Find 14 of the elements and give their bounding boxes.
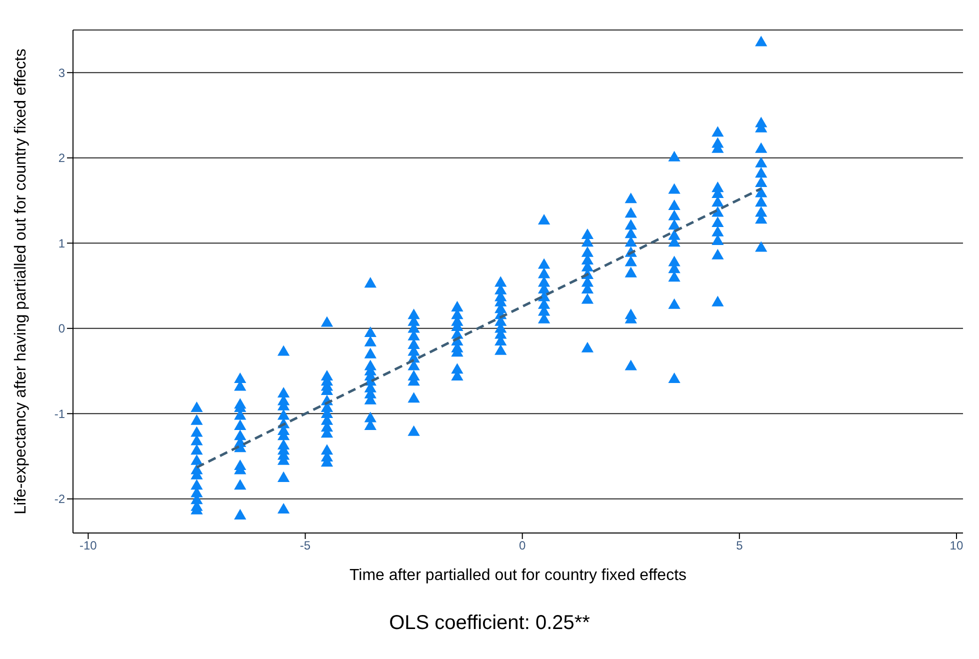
- y-axis-title: Life-expectancy after having partialled out for country fixed effects: [12, 48, 30, 514]
- x-tick-label: 5: [736, 538, 744, 553]
- y-tick-label: -2: [54, 492, 66, 506]
- x-tick-label: 10: [950, 538, 964, 553]
- x-tick-label: -10: [80, 538, 98, 553]
- y-tick-label: 0: [58, 322, 66, 336]
- y-tick-label: 2: [58, 151, 66, 166]
- x-tick-label: 0: [519, 538, 526, 553]
- y-tick-label: 3: [58, 66, 66, 80]
- y-tick-label: 1: [58, 236, 66, 250]
- text: OLS coefficient: 0.25**: [388, 612, 591, 635]
- x-axis-title: Time after partialled out for country fixed effects: [349, 567, 687, 584]
- x-tick-label: -5: [300, 538, 311, 553]
- y-tick-label: -1: [54, 406, 66, 421]
